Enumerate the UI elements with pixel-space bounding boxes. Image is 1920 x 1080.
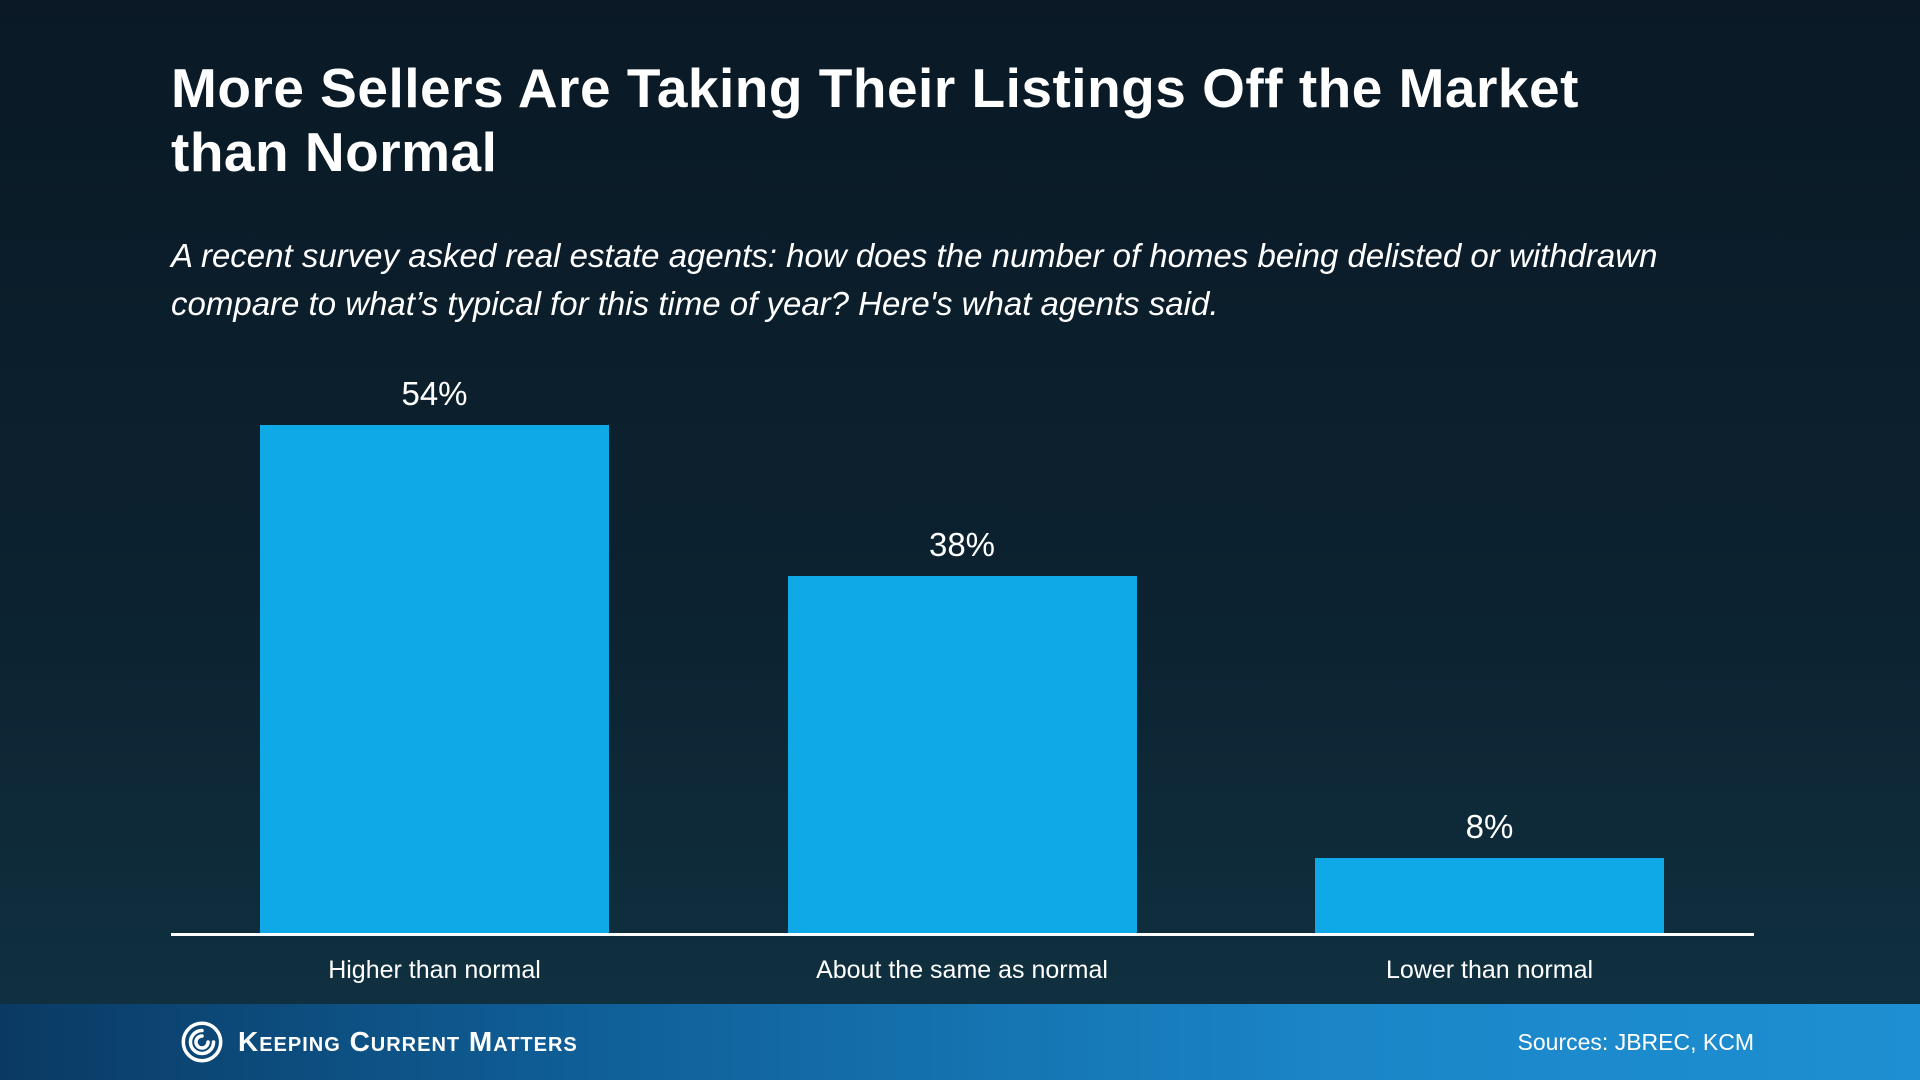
category-label-higher: Higher than normal bbox=[328, 956, 541, 984]
x-axis-line bbox=[171, 933, 1754, 936]
brand-name: Keeping Current Matters bbox=[238, 1026, 578, 1057]
bar-chart: 54% 38% 8% Higher than normal About the … bbox=[171, 333, 1754, 985]
bars-area: 54% 38% 8% bbox=[171, 333, 1754, 933]
bar-higher-than-normal bbox=[260, 425, 609, 933]
bar-group-higher-than-normal: 54% bbox=[260, 375, 609, 933]
category-label-about-same: About the same as normal bbox=[816, 956, 1108, 984]
bar-value-label: 54% bbox=[401, 375, 468, 413]
category-label-lower: Lower than normal bbox=[1385, 956, 1594, 984]
bar-group-lower-than-normal: 8% bbox=[1315, 808, 1664, 933]
bar-lower-than-normal bbox=[1315, 857, 1664, 933]
page-title: More Sellers Are Taking Their Listings O… bbox=[171, 57, 1579, 184]
bar-value-label: 38% bbox=[928, 525, 996, 563]
brand-block: Keeping Current Matters bbox=[180, 1020, 578, 1064]
footer-bar: Keeping Current Matters Sources: JBREC, … bbox=[0, 1004, 1920, 1080]
category-labels: Higher than normal About the same as nor… bbox=[171, 956, 1754, 985]
sources-text: Sources: JBREC, KCM bbox=[1517, 1028, 1754, 1055]
bar-group-about-same: 38% bbox=[787, 525, 1137, 933]
bar-value-label: 8% bbox=[1465, 807, 1514, 845]
page-subtitle: A recent survey asked real estate agents… bbox=[171, 237, 1658, 322]
kcm-swirl-logo-icon bbox=[180, 1020, 224, 1064]
bar-about-same bbox=[787, 575, 1137, 933]
